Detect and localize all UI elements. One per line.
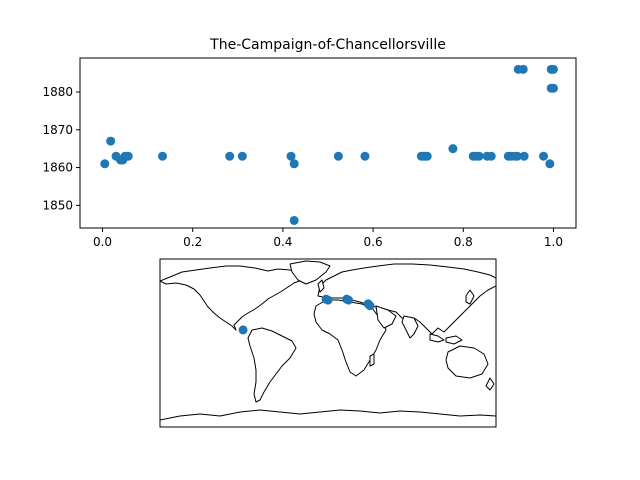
y-tick-label: 1850 [42,198,73,212]
scatter-point [237,151,247,161]
scatter-point [289,215,299,225]
scatter-point [512,151,522,161]
scatter-point [289,159,299,169]
coastlines [160,260,496,427]
map-points [238,294,375,335]
japan-outline [465,289,475,305]
x-tick-label: 0.0 [93,235,112,249]
y-tick-label: 1860 [42,161,73,175]
x-tick-label: 1.0 [544,235,563,249]
scatter-point [548,64,558,74]
scatter-point [106,136,116,146]
chart-title: The-Campaign-of-Chancellorsville [209,37,446,53]
y-tick-label: 1870 [42,123,73,137]
x-axis-ticks: 0.0 0.2 0.4 0.6 0.8 1.0 [93,228,563,249]
scatter-plot: The-Campaign-of-Chancellorsville 0.0 0.2 0… [42,37,577,249]
map-point [344,295,354,305]
scatter-point [548,83,558,93]
madagascar-outline [369,353,375,367]
scatter-axes-frame [79,57,577,229]
x-tick-label: 0.2 [183,235,202,249]
map-point [365,301,375,311]
scatter-point [486,151,496,161]
y-tick-label: 1880 [42,85,73,99]
scatter-point [545,159,555,169]
india-outline [401,315,419,339]
scatter-point [158,151,168,161]
scatter-point [539,151,549,161]
scatter-point [448,144,458,154]
north-america-outline [160,265,309,331]
world-map [159,258,497,428]
y-axis-ticks: 1850 1860 1870 1880 [42,85,80,212]
southeast-asia-islands [429,333,463,345]
scatter-point [474,151,484,161]
x-tick-label: 0.8 [454,235,473,249]
scatter-point [100,159,110,169]
scatter-point [123,151,133,161]
map-point [323,295,333,305]
scatter-points [100,64,558,225]
scatter-point [518,64,528,74]
scatter-point [333,151,343,161]
scatter-point [225,151,235,161]
scatter-point [519,151,529,161]
south-america-outline [247,327,297,403]
scatter-point [286,151,296,161]
map-frame [159,258,497,428]
greenland-outline [289,260,331,285]
scatter-point [422,151,432,161]
new-zealand-outline [485,377,495,391]
antarctica-outline [160,409,496,427]
x-tick-label: 0.6 [364,235,383,249]
arabia-outline [375,305,397,329]
map-point [238,325,248,335]
x-tick-label: 0.4 [273,235,292,249]
australia-outline [445,345,489,379]
scatter-point [360,151,370,161]
british-isles-outline [317,279,325,293]
